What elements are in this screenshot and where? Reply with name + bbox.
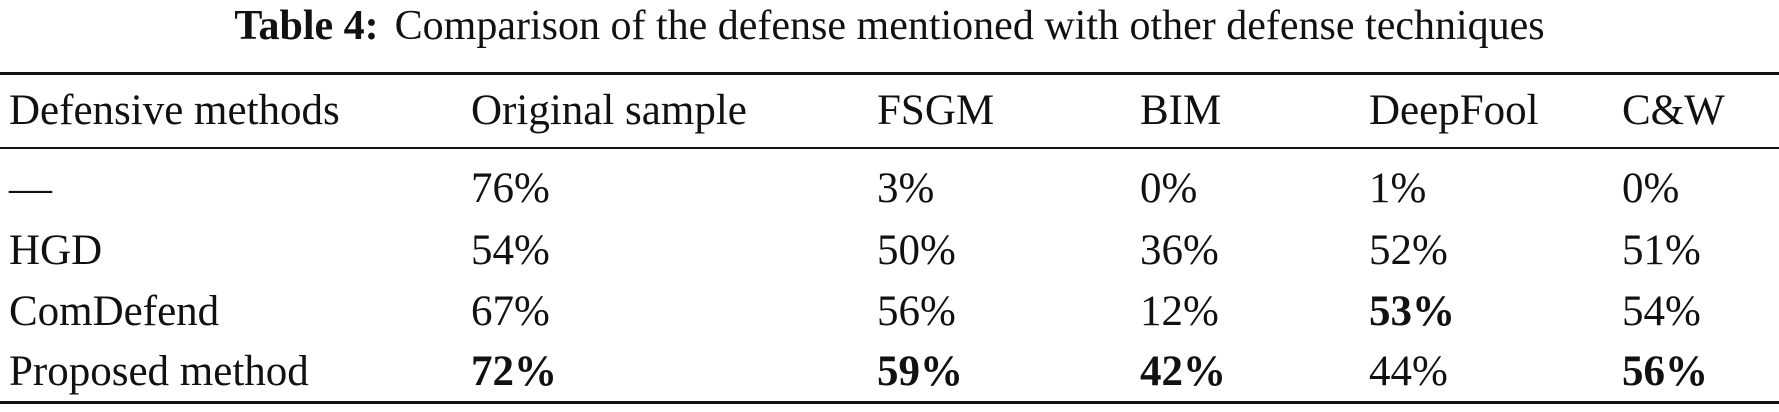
row-label: Proposed method bbox=[9, 348, 309, 395]
table-cell: 50% bbox=[877, 227, 956, 274]
caption-text: Comparison of the defense mentioned with… bbox=[394, 3, 1545, 49]
header-cell: Defensive methods bbox=[9, 87, 340, 134]
table-cell: 67% bbox=[471, 288, 550, 335]
table-cell: 76% bbox=[471, 165, 550, 212]
header-cell: BIM bbox=[1140, 87, 1222, 134]
table-cell: 56% bbox=[877, 288, 956, 335]
caption-label: Table 4: bbox=[234, 3, 379, 49]
table-cell: 12% bbox=[1140, 288, 1219, 335]
row-label: — bbox=[9, 165, 52, 212]
top-rule bbox=[0, 72, 1779, 75]
table-cell: 54% bbox=[1622, 288, 1701, 335]
table-cell: 36% bbox=[1140, 227, 1219, 274]
table-caption: Table 4: Comparison of the defense menti… bbox=[0, 0, 1779, 52]
table-cell: 1% bbox=[1369, 165, 1427, 212]
row-label: ComDefend bbox=[9, 288, 220, 335]
table-cell: 3% bbox=[877, 165, 935, 212]
header-cell: C&W bbox=[1622, 87, 1725, 134]
table-cell: 54% bbox=[471, 227, 550, 274]
table-cell: 53% bbox=[1369, 288, 1455, 335]
header-cell: DeepFool bbox=[1369, 87, 1539, 134]
table-cell: 52% bbox=[1369, 227, 1448, 274]
bottom-rule bbox=[0, 401, 1779, 404]
row-label: HGD bbox=[9, 227, 103, 274]
header-cell: FSGM bbox=[877, 87, 995, 134]
table-cell: 44% bbox=[1369, 348, 1448, 395]
table-cell: 59% bbox=[877, 348, 963, 395]
table-cell: 0% bbox=[1622, 165, 1680, 212]
header-rule bbox=[0, 147, 1779, 149]
table-cell: 56% bbox=[1622, 348, 1708, 395]
table-cell: 0% bbox=[1140, 165, 1198, 212]
table-cell: 42% bbox=[1140, 348, 1226, 395]
table-cell: 72% bbox=[471, 348, 557, 395]
table-cell: 51% bbox=[1622, 227, 1701, 274]
header-cell: Original sample bbox=[471, 87, 747, 134]
